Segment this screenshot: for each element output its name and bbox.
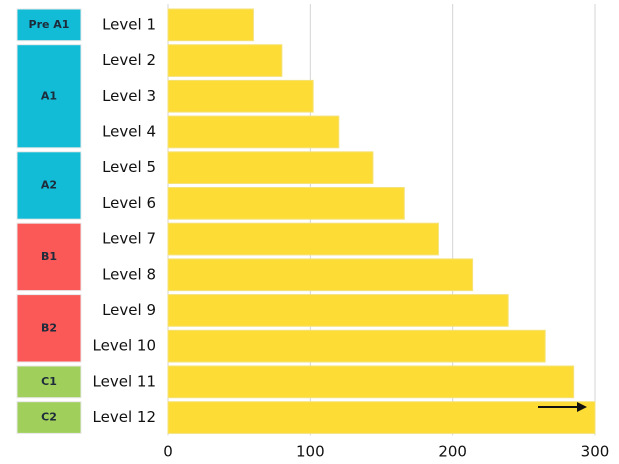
arrow — [538, 402, 587, 412]
group-label: B2 — [41, 321, 57, 334]
group-label: C1 — [41, 375, 57, 388]
group-label: B1 — [41, 250, 57, 263]
category-label: Level 8 — [102, 265, 156, 283]
group-box — [16, 401, 82, 434]
x-tick-label: 300 — [581, 443, 610, 461]
group-label: C2 — [41, 411, 57, 424]
category-label: Level 7 — [102, 230, 156, 248]
category-label: Level 10 — [93, 337, 156, 355]
x-tick-label: 100 — [296, 443, 325, 461]
bars — [167, 8, 596, 434]
group-label: A1 — [41, 89, 57, 102]
bar — [167, 329, 546, 363]
group-box — [16, 44, 82, 149]
category-label: Level 3 — [102, 87, 156, 105]
group-label: Pre A1 — [29, 18, 70, 31]
labels: 0 100 200 300 Level 1 Level 2 Level 3 Level 4 Le… — [16, 8, 610, 461]
bar — [167, 79, 314, 113]
bar — [167, 365, 575, 399]
x-tick-label: 200 — [438, 443, 467, 461]
category-label: Level 2 — [102, 51, 156, 69]
group-box — [16, 151, 82, 220]
category-label: Level 11 — [93, 372, 156, 390]
bar — [167, 401, 596, 434]
group-label: A2 — [41, 179, 57, 192]
category-label: Level 5 — [102, 158, 156, 176]
bar — [167, 187, 405, 220]
x-tick-label: 0 — [163, 443, 173, 461]
bar — [167, 294, 509, 327]
group-box — [16, 8, 82, 42]
arrow-head — [577, 402, 587, 412]
bar — [167, 222, 439, 256]
category-label: Level 1 — [102, 15, 156, 33]
group-box — [16, 222, 82, 292]
bar — [167, 151, 374, 185]
group-box — [16, 365, 82, 399]
category-label: Level 6 — [102, 194, 156, 212]
bar — [167, 258, 474, 292]
bar — [167, 8, 254, 42]
group-box — [16, 294, 82, 363]
category-label: Level 9 — [102, 301, 156, 319]
category-label: Level 4 — [102, 122, 156, 140]
bar — [167, 44, 283, 77]
bar — [167, 115, 340, 149]
category-label: Level 12 — [93, 408, 156, 426]
